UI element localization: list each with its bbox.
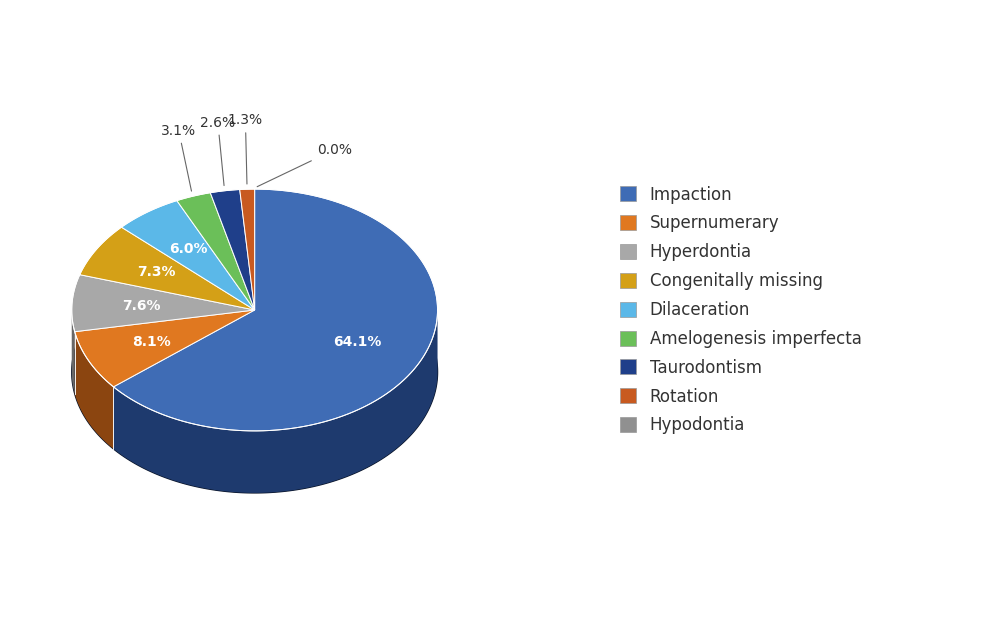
Polygon shape xyxy=(210,190,254,310)
Text: 3.1%: 3.1% xyxy=(161,124,196,191)
Polygon shape xyxy=(113,189,438,431)
Polygon shape xyxy=(80,227,254,310)
Polygon shape xyxy=(72,310,75,394)
Polygon shape xyxy=(75,332,113,449)
Polygon shape xyxy=(75,310,254,387)
Text: 7.6%: 7.6% xyxy=(122,299,161,312)
Polygon shape xyxy=(113,311,438,493)
Legend: Impaction, Supernumerary, Hyperdontia, Congenitally missing, Dilaceration, Amelo: Impaction, Supernumerary, Hyperdontia, C… xyxy=(619,185,862,435)
Text: 1.3%: 1.3% xyxy=(228,113,263,184)
Text: 64.1%: 64.1% xyxy=(333,335,382,349)
Text: 7.3%: 7.3% xyxy=(137,265,176,280)
Polygon shape xyxy=(176,193,254,310)
Polygon shape xyxy=(72,275,254,332)
Polygon shape xyxy=(240,189,254,310)
Text: 8.1%: 8.1% xyxy=(132,335,172,348)
Text: 0.0%: 0.0% xyxy=(257,143,352,187)
Text: 2.6%: 2.6% xyxy=(200,115,236,185)
Polygon shape xyxy=(121,201,254,310)
Text: 6.0%: 6.0% xyxy=(169,242,207,256)
Polygon shape xyxy=(72,251,438,493)
